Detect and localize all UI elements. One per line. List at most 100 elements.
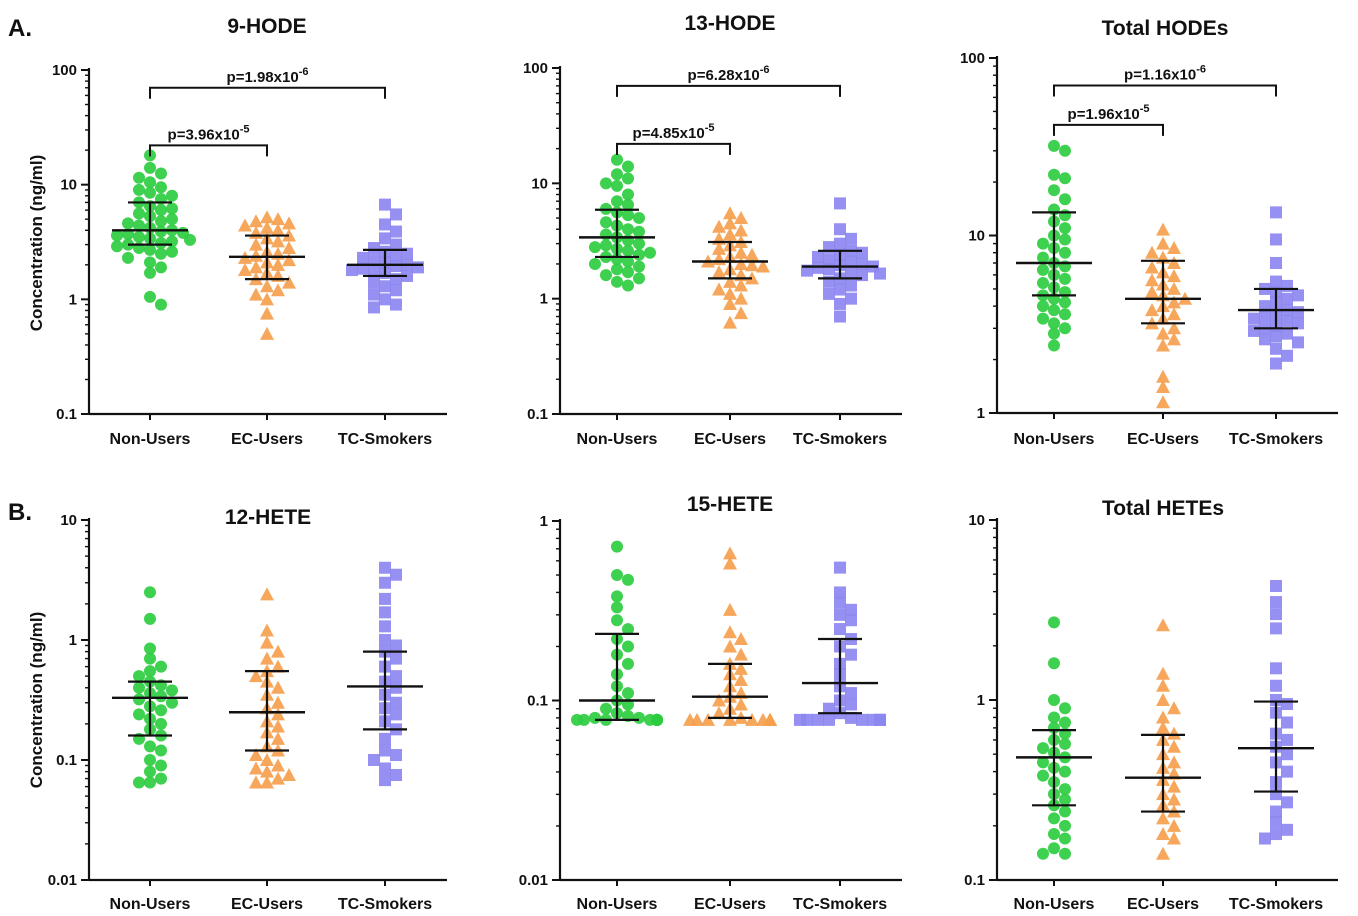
data-point-circle xyxy=(155,225,167,238)
data-point-triangle xyxy=(1167,295,1181,309)
y-tick-label: 100 xyxy=(52,62,77,79)
x-tick-label: TC-Smokers xyxy=(1229,896,1323,913)
x-tick-label: EC-Users xyxy=(231,896,303,913)
data-point-triangle xyxy=(734,673,748,687)
data-point-triangle xyxy=(1156,678,1170,692)
data-point-circle xyxy=(1048,812,1060,825)
data-point-circle xyxy=(600,216,612,229)
data-point-square xyxy=(379,592,391,605)
data-point-triangle xyxy=(723,206,737,220)
y-tick-label: 10 xyxy=(60,177,77,194)
data-point-triangle xyxy=(1156,693,1170,706)
data-point-square xyxy=(1270,622,1282,635)
data-point-circle xyxy=(1059,805,1071,818)
data-point-circle xyxy=(155,704,167,717)
data-point-circle xyxy=(611,153,623,166)
data-point-triangle xyxy=(1167,701,1181,715)
data-point-circle xyxy=(1037,756,1049,769)
data-point-square xyxy=(390,225,402,238)
data-point-circle xyxy=(1059,233,1071,246)
data-point-triangle xyxy=(1167,241,1181,255)
data-point-triangle xyxy=(282,216,296,230)
data-point-circle xyxy=(622,160,634,173)
data-point-triangle xyxy=(249,287,263,301)
data-point-triangle xyxy=(1156,827,1170,841)
y-tick-label: 1 xyxy=(977,405,985,422)
data-point-circle xyxy=(589,711,601,724)
x-tick-label: EC-Users xyxy=(1127,431,1199,448)
panel-label-b: B. xyxy=(8,499,32,526)
data-point-square xyxy=(1270,828,1282,841)
data-point-square xyxy=(874,267,886,280)
p-value-label: p=6.28x10-6 xyxy=(688,64,770,84)
data-point-circle xyxy=(1048,339,1060,352)
data-point-circle xyxy=(1048,694,1060,706)
data-point-square xyxy=(1270,330,1282,343)
data-point-triangle xyxy=(1156,846,1170,860)
data-point-triangle xyxy=(249,669,263,683)
data-point-circle xyxy=(1037,742,1049,755)
data-point-square xyxy=(1281,698,1293,711)
data-point-circle xyxy=(1037,769,1049,782)
data-point-circle xyxy=(166,245,178,258)
data-point-square xyxy=(390,768,402,781)
data-point-circle xyxy=(1037,277,1049,290)
data-point-square xyxy=(845,648,857,661)
data-point-circle xyxy=(633,212,645,225)
data-point-triangle xyxy=(763,712,777,726)
data-point-square xyxy=(390,639,402,652)
data-point-triangle xyxy=(1167,755,1181,769)
data-point-triangle xyxy=(1156,666,1170,680)
data-point-square xyxy=(845,711,857,724)
data-point-square xyxy=(1270,256,1282,269)
significance-bracket xyxy=(1053,123,1164,136)
data-point-circle xyxy=(122,217,134,230)
data-point-triangle xyxy=(683,712,697,726)
data-point-circle xyxy=(1048,139,1060,152)
data-point-triangle xyxy=(249,775,263,789)
data-point-circle xyxy=(1059,322,1071,335)
data-point-circle xyxy=(611,168,623,181)
x-tick-label: TC-Smokers xyxy=(338,431,432,448)
data-point-triangle xyxy=(723,216,737,230)
data-point-circle xyxy=(1037,847,1049,860)
data-point-triangle xyxy=(260,292,274,306)
data-point-square xyxy=(1281,327,1293,340)
x-tick-label: TC-Smokers xyxy=(793,896,887,913)
data-point-triangle xyxy=(1145,245,1159,259)
data-point-circle xyxy=(144,665,156,678)
data-point-triangle xyxy=(745,712,759,726)
data-point-triangle xyxy=(260,651,274,665)
x-tick-label: Non-Users xyxy=(1014,431,1095,448)
data-point-circle xyxy=(122,251,134,264)
data-point-square xyxy=(845,232,857,245)
data-point-circle xyxy=(155,167,167,180)
data-point-circle xyxy=(184,233,196,246)
x-tick-label: EC-Users xyxy=(694,431,766,448)
y-tick-label: 100 xyxy=(960,50,985,67)
data-point-circle xyxy=(155,717,167,730)
data-point-square xyxy=(390,260,402,273)
data-point-triangle xyxy=(712,265,726,279)
data-point-square xyxy=(823,713,835,726)
data-point-square xyxy=(1281,314,1293,327)
data-point-square xyxy=(1270,694,1282,706)
data-point-triangle xyxy=(271,680,285,694)
data-point-triangle xyxy=(1156,326,1170,340)
data-point-square xyxy=(379,606,391,619)
data-point-square xyxy=(1270,342,1282,355)
y-tick-label: 1 xyxy=(69,291,77,308)
data-point-triangle xyxy=(723,296,737,310)
data-point-triangle xyxy=(260,775,274,789)
data-point-triangle xyxy=(271,644,285,658)
data-point-triangle xyxy=(712,706,726,720)
data-point-square xyxy=(834,197,846,210)
data-point-square xyxy=(390,284,402,297)
data-point-triangle xyxy=(271,212,285,226)
plot-title: 15-HETE xyxy=(687,493,773,516)
data-point-square xyxy=(1281,823,1293,836)
data-point-square xyxy=(379,280,391,293)
p-value-label: p=1.96x10-5 xyxy=(1068,103,1150,123)
data-point-circle xyxy=(1048,616,1060,629)
data-point-square xyxy=(368,276,380,289)
